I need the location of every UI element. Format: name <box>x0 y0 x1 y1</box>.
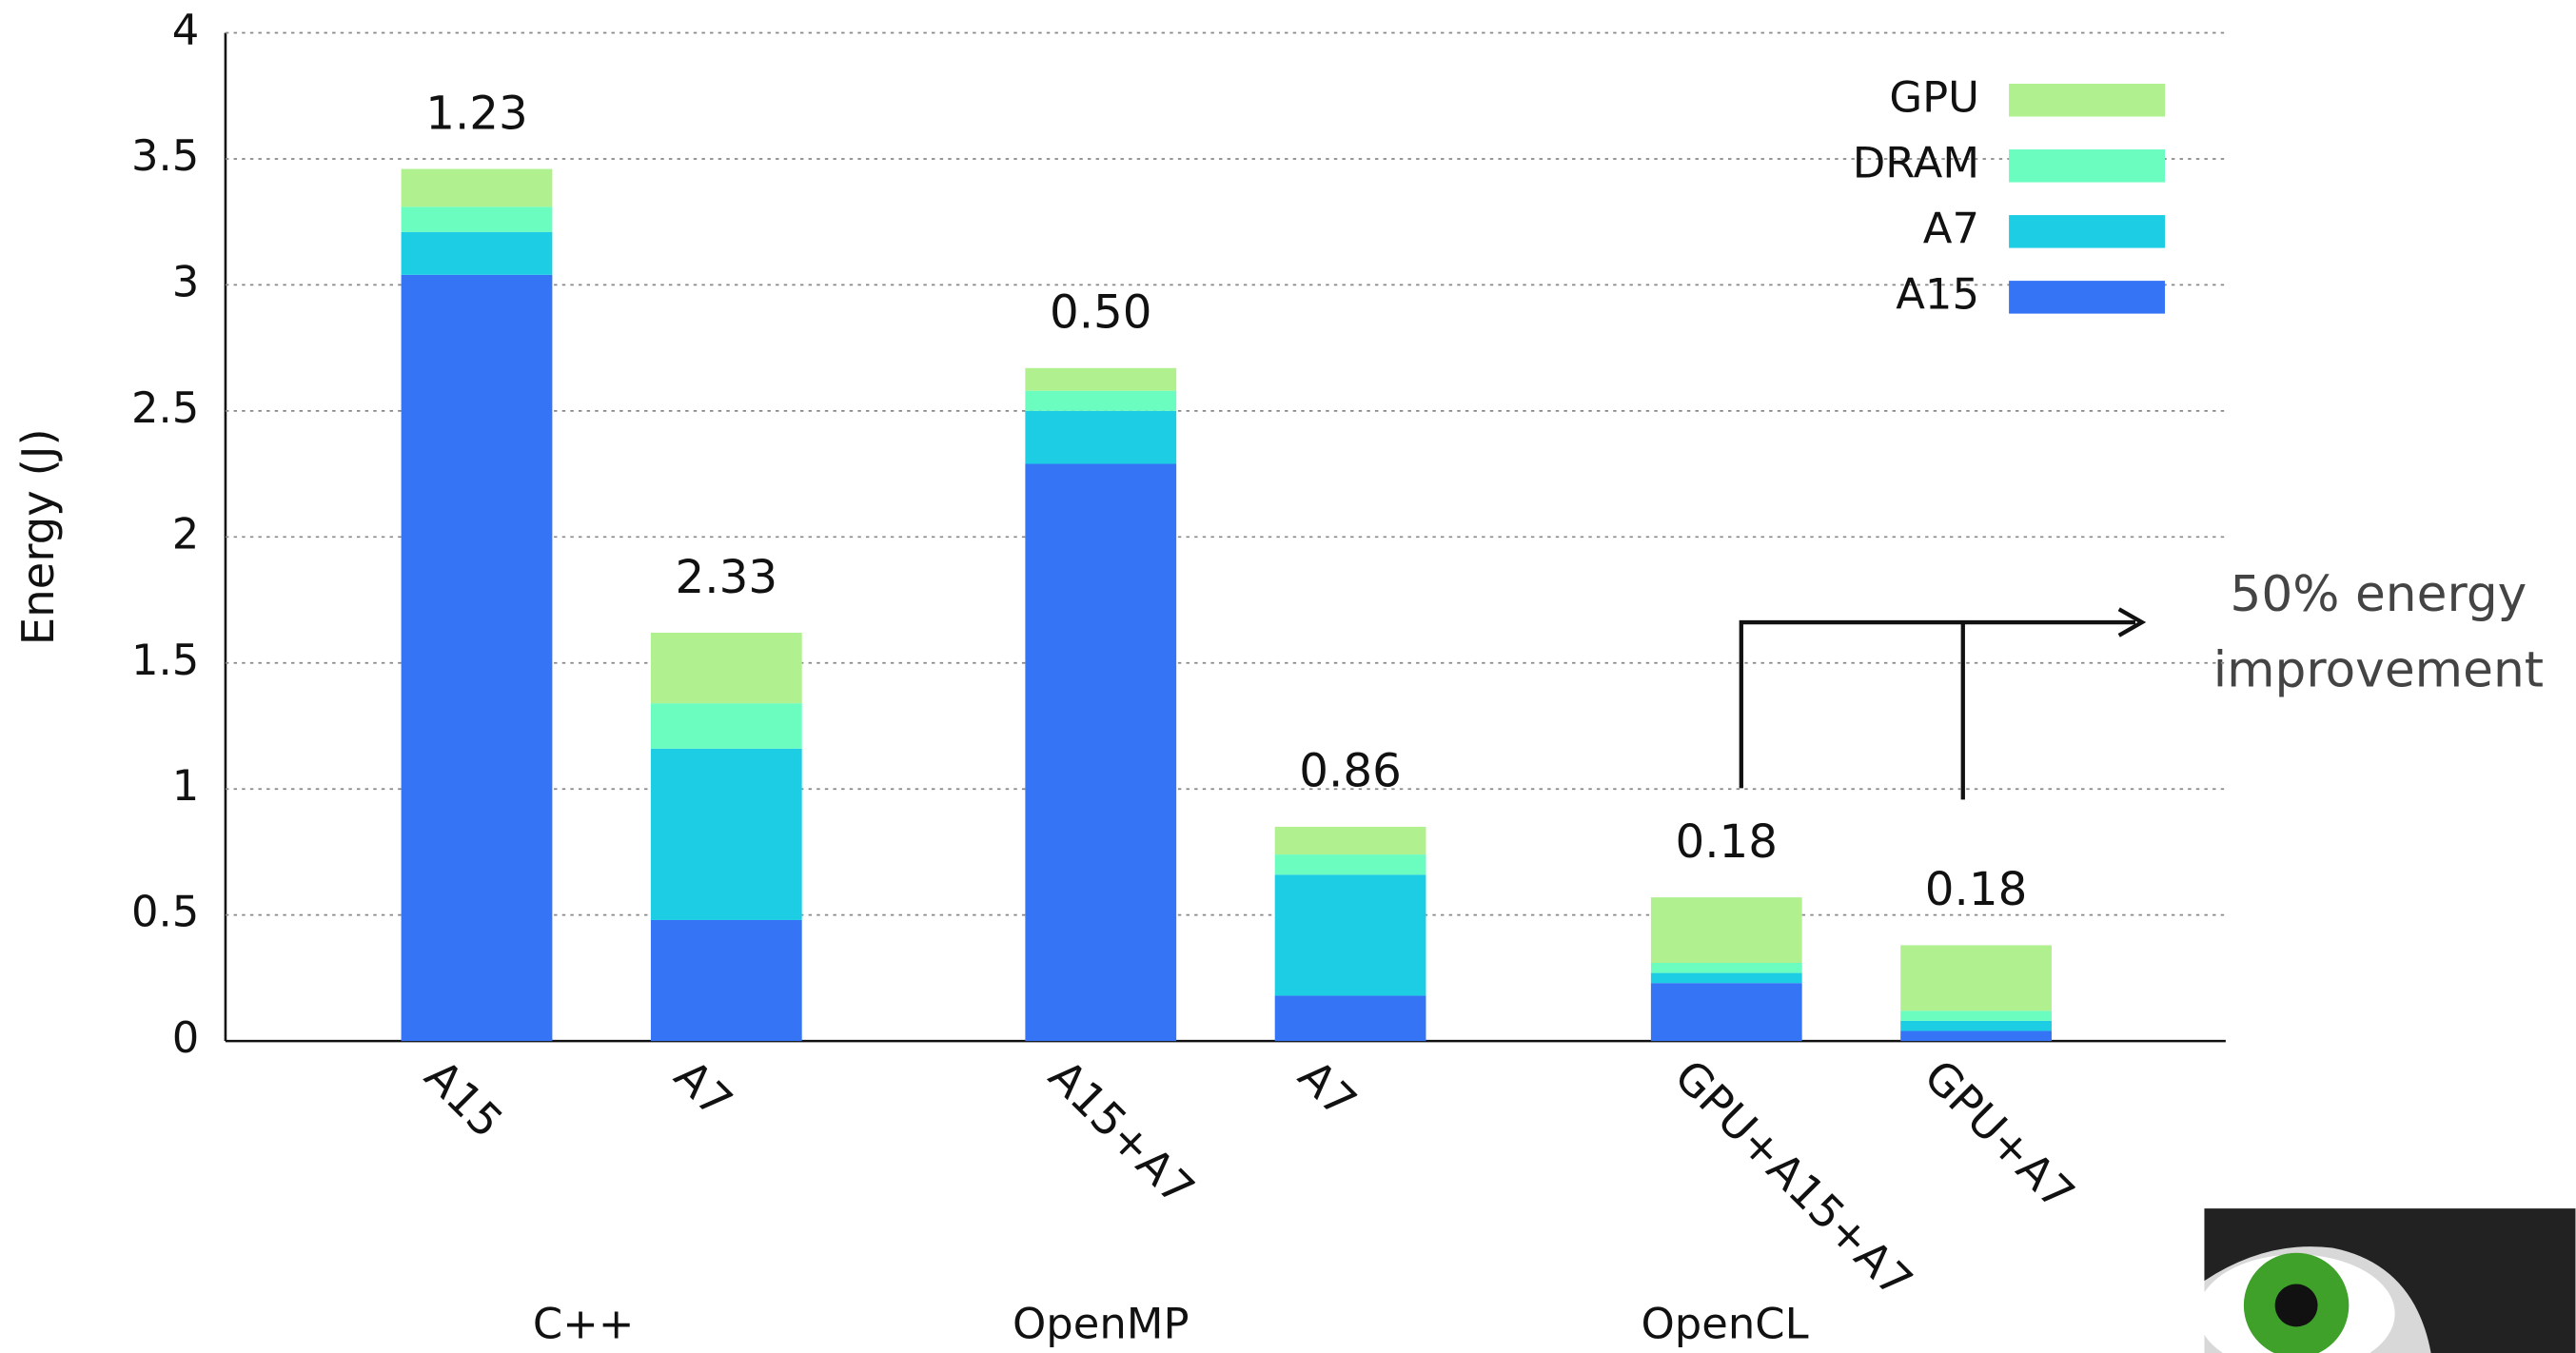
bar-label: 0.50 <box>1050 286 1152 340</box>
bar-segment <box>1274 995 1426 1042</box>
bar-segment <box>1900 1010 2052 1021</box>
x-tick-label: GPU+A7 <box>1915 1050 2085 1221</box>
arrow-line <box>1739 619 2135 789</box>
y-tick-label: 1 <box>172 760 200 811</box>
bar-segment <box>401 206 553 232</box>
bar-label: 0.18 <box>1675 815 1778 869</box>
legend-swatch <box>2009 215 2166 248</box>
y-tick-label: 2 <box>172 508 200 559</box>
bar-segment <box>1025 367 1177 391</box>
bar-segment <box>1900 1030 2052 1042</box>
legend-swatch <box>2009 149 2166 183</box>
y-tick-label: 1.5 <box>131 635 199 685</box>
bar-segment <box>650 748 802 920</box>
bar-segment <box>1900 1020 2052 1031</box>
bar-segment <box>401 168 553 207</box>
bar-segment <box>1274 826 1426 855</box>
bar-segment <box>650 919 802 1042</box>
y-tick-label: 3 <box>172 256 200 306</box>
bar-segment <box>1650 962 1802 973</box>
x-tick-label: A7 <box>664 1050 742 1128</box>
bar-label: 0.86 <box>1299 745 1402 798</box>
image-dark <box>2204 1208 2576 1353</box>
legend-label: A7 <box>1923 203 1979 253</box>
bar-segment <box>1650 972 1802 984</box>
bar-segment <box>1900 945 2052 1011</box>
x-tick-label: A15 <box>415 1050 513 1148</box>
x-tick-label: GPU+A15+A7 <box>1664 1050 1922 1308</box>
group-label: OpenMP <box>1013 1298 1190 1348</box>
group-label: C++ <box>533 1298 635 1348</box>
bar-segment <box>1025 410 1177 464</box>
annotation: improvement <box>2213 642 2544 699</box>
legend-swatch <box>2009 281 2166 314</box>
legend-label: A15 <box>1896 268 1979 319</box>
bar-segment <box>401 231 553 275</box>
y-tick-label: 2.5 <box>131 382 199 433</box>
bar-segment <box>401 274 553 1042</box>
group-label: OpenCL <box>1641 1298 1808 1348</box>
bar-segment <box>1274 854 1426 875</box>
bar-segment <box>1650 983 1802 1042</box>
y-axis-label: Energy (J) <box>12 428 64 645</box>
bar-label: 2.33 <box>676 551 778 604</box>
bar-segment <box>1274 874 1426 996</box>
annotation: 50% energy <box>2230 566 2527 623</box>
bar-segment <box>1025 390 1177 411</box>
y-tick-label: 4 <box>172 5 200 55</box>
bar-label: 0.18 <box>1925 863 2028 916</box>
arrow-head <box>2117 607 2147 637</box>
x-tick-label: A7 <box>1288 1050 1367 1128</box>
bar-segment <box>1650 897 1802 963</box>
legend-label: GPU <box>1889 71 1979 122</box>
legend-label: DRAM <box>1853 137 1979 187</box>
annotation-arrow <box>1739 607 2147 800</box>
y-tick-label: 3.5 <box>131 130 199 181</box>
x-tick-label: A15+A7 <box>1039 1050 1205 1216</box>
bar-segment <box>1025 463 1177 1042</box>
bar-label: 1.23 <box>425 87 528 140</box>
y-tick-label: 0 <box>172 1012 200 1063</box>
bar-segment <box>650 632 802 704</box>
eye-image <box>2197 1208 2576 1353</box>
bar-segment <box>650 703 802 749</box>
pupil <box>2274 1284 2318 1327</box>
y-tick-label: 0.5 <box>131 887 199 937</box>
legend-swatch <box>2009 84 2166 117</box>
